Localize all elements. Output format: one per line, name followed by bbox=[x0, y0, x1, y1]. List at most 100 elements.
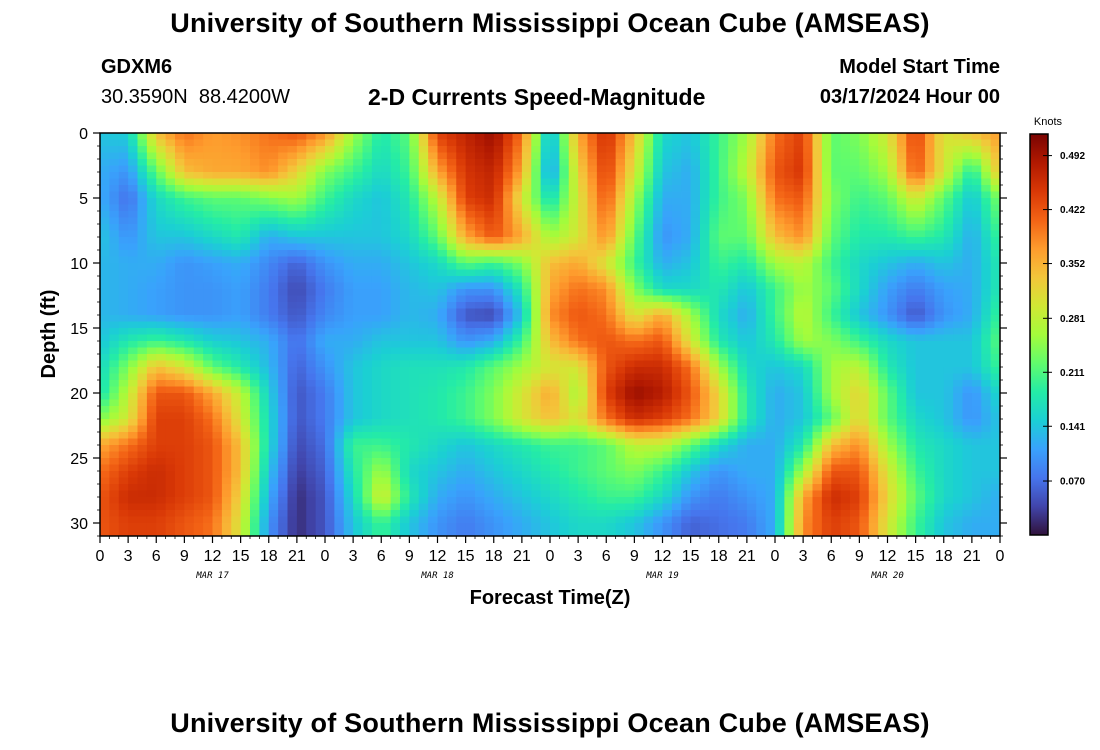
heatmap-cell bbox=[943, 347, 954, 355]
heatmap-cell bbox=[390, 295, 401, 303]
heatmap-cell bbox=[850, 211, 860, 219]
heatmap-cell bbox=[175, 217, 185, 225]
heatmap-cell bbox=[606, 425, 617, 433]
heatmap-cell bbox=[896, 432, 907, 440]
heatmap-cell bbox=[409, 321, 420, 329]
heatmap-cell bbox=[512, 419, 523, 427]
heatmap-cell bbox=[512, 204, 523, 212]
heatmap-cell bbox=[896, 328, 907, 336]
heatmap-cell bbox=[784, 341, 795, 349]
heatmap-cell bbox=[503, 399, 514, 407]
heatmap-cell bbox=[803, 204, 814, 212]
heatmap-cell bbox=[306, 373, 317, 381]
heatmap-cell bbox=[193, 321, 204, 329]
heatmap-cell bbox=[625, 432, 635, 440]
heatmap-cell bbox=[859, 380, 870, 388]
heatmap-cell bbox=[137, 172, 148, 180]
heatmap-cell bbox=[953, 386, 964, 394]
heatmap-cell bbox=[653, 360, 664, 368]
heatmap-cell bbox=[165, 373, 176, 381]
heatmap-cell bbox=[146, 146, 157, 154]
heatmap-cell bbox=[212, 204, 223, 212]
heatmap-cell bbox=[859, 393, 870, 401]
heatmap-cell bbox=[925, 419, 935, 427]
heatmap-cell bbox=[268, 139, 279, 147]
heatmap-cell bbox=[634, 308, 645, 316]
heatmap-cell bbox=[990, 302, 1000, 310]
heatmap-cell bbox=[109, 334, 120, 342]
heatmap-cell bbox=[512, 250, 523, 258]
heatmap-cell bbox=[568, 276, 579, 284]
heatmap-cell bbox=[184, 256, 195, 264]
heatmap-cell bbox=[128, 354, 139, 362]
heatmap-cell bbox=[793, 230, 804, 238]
heatmap-cell bbox=[175, 250, 185, 258]
heatmap-cell bbox=[334, 373, 345, 381]
heatmap-cell bbox=[550, 159, 560, 167]
heatmap-cell bbox=[746, 308, 757, 316]
heatmap-cell bbox=[193, 334, 204, 342]
heatmap-cell bbox=[981, 438, 992, 446]
heatmap-cell bbox=[315, 334, 326, 342]
heatmap-cell bbox=[128, 250, 139, 258]
heatmap-cell bbox=[793, 237, 804, 245]
heatmap-cell bbox=[109, 243, 120, 251]
heatmap-cell bbox=[428, 269, 439, 277]
heatmap-cell bbox=[990, 458, 1000, 466]
heatmap-cell bbox=[793, 425, 804, 433]
heatmap-cell bbox=[737, 282, 748, 290]
heatmap-cell bbox=[850, 419, 860, 427]
heatmap-cell bbox=[315, 419, 326, 427]
heatmap-cell bbox=[559, 217, 570, 225]
heatmap-cell bbox=[653, 425, 664, 433]
heatmap-cell bbox=[521, 406, 532, 414]
heatmap-cell bbox=[906, 276, 917, 284]
heatmap-cell bbox=[990, 263, 1000, 271]
heatmap-cell bbox=[400, 406, 410, 414]
heatmap-cell bbox=[831, 243, 842, 251]
heatmap-cell bbox=[203, 269, 214, 277]
heatmap-cell bbox=[456, 243, 467, 251]
heatmap-cell bbox=[521, 386, 532, 394]
heatmap-cell bbox=[587, 341, 598, 349]
heatmap-cell bbox=[887, 451, 898, 459]
heatmap-cell bbox=[306, 406, 317, 414]
heatmap-cell bbox=[165, 198, 176, 206]
heatmap-cell bbox=[156, 250, 167, 258]
heatmap-cell bbox=[250, 432, 260, 440]
heatmap-cell bbox=[559, 341, 570, 349]
heatmap-cell bbox=[540, 204, 551, 212]
heatmap-cell bbox=[484, 432, 495, 440]
heatmap-cell bbox=[868, 367, 879, 375]
heatmap-cell bbox=[287, 250, 298, 258]
heatmap-cell bbox=[746, 185, 757, 193]
heatmap-cell bbox=[718, 367, 729, 375]
heatmap-cell bbox=[887, 438, 898, 446]
heatmap-cell bbox=[437, 458, 448, 466]
heatmap-cell bbox=[896, 360, 907, 368]
heatmap-cell bbox=[643, 282, 654, 290]
heatmap-cell bbox=[925, 224, 935, 232]
heatmap-cell bbox=[240, 347, 251, 355]
heatmap-cell bbox=[250, 464, 260, 472]
heatmap-cell bbox=[953, 191, 964, 199]
heatmap-cell bbox=[868, 302, 879, 310]
heatmap-cell bbox=[296, 185, 307, 193]
heatmap-cell bbox=[203, 295, 214, 303]
heatmap-cell bbox=[306, 412, 317, 420]
heatmap-cell bbox=[306, 451, 317, 459]
heatmap-cell bbox=[221, 399, 232, 407]
heatmap-cell bbox=[925, 165, 935, 173]
heatmap-cell bbox=[737, 412, 748, 420]
heatmap-cell bbox=[250, 178, 260, 186]
heatmap-cell bbox=[775, 458, 785, 466]
heatmap-cell bbox=[943, 191, 954, 199]
heatmap-cell bbox=[812, 451, 823, 459]
heatmap-cell bbox=[259, 243, 270, 251]
heatmap-cell bbox=[765, 211, 776, 219]
heatmap-cell bbox=[671, 308, 682, 316]
heatmap-cell bbox=[953, 295, 964, 303]
heatmap-cell bbox=[409, 295, 420, 303]
heatmap-cell bbox=[690, 367, 701, 375]
heatmap-cell bbox=[221, 133, 232, 141]
